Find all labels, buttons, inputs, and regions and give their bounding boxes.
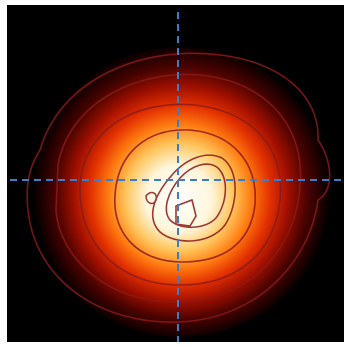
image bbox=[0, 0, 345, 347]
page: (() => { const data = JSON.parse(documen… bbox=[0, 0, 345, 347]
source-glow bbox=[30, 47, 330, 337]
